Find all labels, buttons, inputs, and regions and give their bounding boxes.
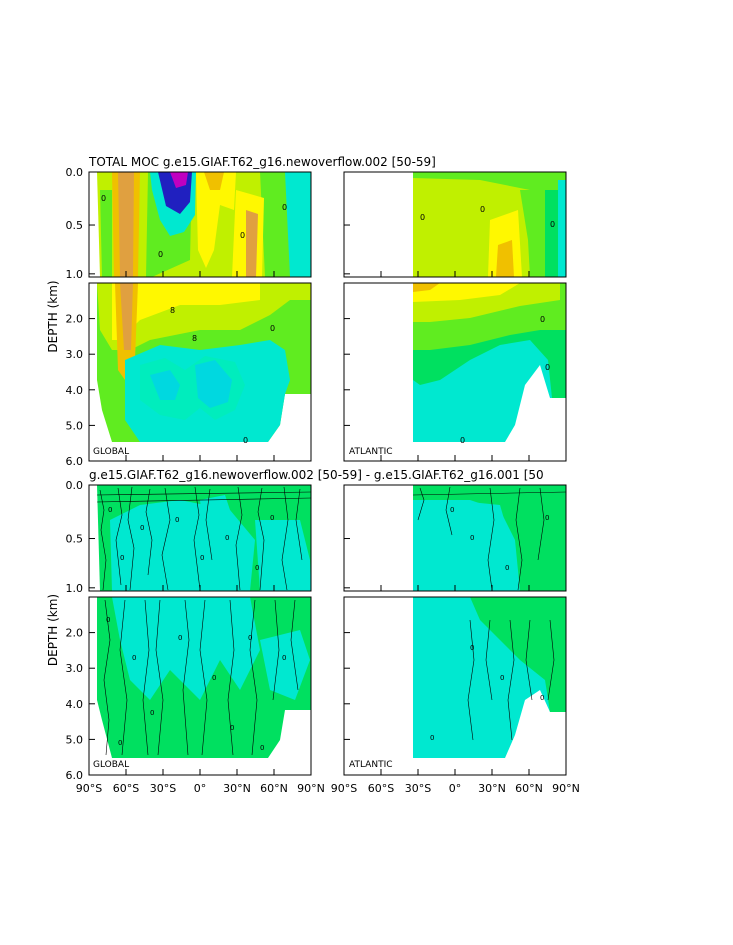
svg-text:0: 0 (545, 514, 549, 522)
axes-group: 0.0 0.5 1.0 2.0 3.0 4.0 5.0 6.0 DEPTH (km) 0.0 0.5… (46, 166, 580, 795)
y-tick-label: 0.0 (66, 479, 84, 492)
y-tick-label: 0.5 (66, 533, 84, 546)
svg-text:0: 0 (430, 734, 434, 742)
x-tick-label: 60°N (260, 782, 288, 795)
x-tick-label: 60°S (368, 782, 394, 795)
panel-global-total-upper: 0 0 0 0 (89, 172, 311, 277)
x-tick-label: 0° (194, 782, 207, 795)
svg-text:0: 0 (505, 564, 509, 572)
y-axis-label: DEPTH (km) (46, 594, 60, 666)
y-tick-label: 6.0 (66, 769, 84, 782)
panel-global-total-lower: 8 8 0 0 (89, 283, 311, 461)
svg-text:0: 0 (106, 616, 110, 624)
svg-text:0: 0 (255, 564, 259, 572)
y-tick-label: 4.0 (66, 698, 84, 711)
svg-text:0: 0 (120, 554, 124, 562)
top-title: TOTAL MOC g.e15.GIAF.T62_g16.newoverflow… (88, 155, 436, 169)
svg-text:0: 0 (282, 203, 287, 212)
svg-text:0: 0 (282, 654, 286, 662)
noise-lines-4 (467, 619, 555, 741)
x-tick-label: 90°S (331, 782, 357, 795)
y-tick-label: 3.0 (66, 662, 84, 675)
x-tick-label: 90°N (297, 782, 325, 795)
diff-zero-labels-2: 0 0 0 0 0 0 0 0 0 0 (106, 616, 286, 752)
svg-text:0: 0 (480, 205, 485, 214)
y-tick-label: 5.0 (66, 733, 84, 746)
svg-text:8: 8 (192, 334, 197, 343)
svg-text:0: 0 (118, 739, 122, 747)
y-axis-label: DEPTH (km) (46, 280, 60, 352)
x-tick-label: 60°N (515, 782, 543, 795)
svg-text:0: 0 (450, 506, 454, 514)
svg-text:0: 0 (470, 644, 474, 652)
panel-atlantic-total-lower: 0 0 0 (344, 283, 566, 461)
svg-text:0: 0 (270, 514, 274, 522)
svg-text:0: 0 (243, 436, 248, 445)
panel-global-diff-lower: 0 0 0 0 0 0 0 0 0 0 (89, 597, 311, 775)
svg-text:0: 0 (212, 674, 216, 682)
svg-text:0: 0 (225, 534, 229, 542)
svg-text:0: 0 (240, 231, 245, 240)
y-tick-label: 4.0 (66, 384, 84, 397)
noise-lines-2 (103, 599, 299, 756)
panel-atlantic-diff-lower: 0 0 0 0 (344, 597, 566, 775)
panel-global-diff-upper: 0 0 0 0 0 0 0 0 (89, 485, 311, 591)
panel-label-atlantic-1: ATLANTIC (349, 447, 393, 457)
panel-label-global-1: GLOBAL (93, 447, 129, 457)
panel-label-atlantic-2: ATLANTIC (349, 760, 393, 770)
svg-text:0: 0 (420, 213, 425, 222)
svg-text:0: 0 (550, 220, 555, 229)
svg-text:0: 0 (175, 516, 179, 524)
svg-text:0: 0 (500, 674, 504, 682)
svg-text:0: 0 (460, 436, 465, 445)
x-tick-label: 30°N (223, 782, 251, 795)
panel-label-global-2: GLOBAL (93, 760, 129, 770)
svg-text:0: 0 (540, 694, 544, 702)
x-tick-label: 90°N (552, 782, 580, 795)
y-tick-label: 5.0 (66, 419, 84, 432)
y-tick-label: 0.0 (66, 166, 84, 179)
noise-lines-1 (96, 486, 311, 591)
svg-text:0: 0 (248, 634, 252, 642)
svg-text:0: 0 (178, 634, 182, 642)
svg-text:8: 8 (170, 306, 175, 315)
svg-text:0: 0 (540, 315, 545, 324)
diff-zero-labels-1: 0 0 0 0 0 0 0 0 (108, 506, 274, 572)
svg-text:0: 0 (470, 534, 474, 542)
noise-lines-3 (412, 486, 566, 591)
panel-atlantic-total-upper: 0 0 0 (344, 172, 566, 277)
svg-text:0: 0 (140, 524, 144, 532)
x-tick-label: 90°S (76, 782, 102, 795)
x-tick-label: 30°S (150, 782, 176, 795)
svg-text:0: 0 (545, 363, 550, 372)
y-tick-label: 1.0 (66, 268, 84, 281)
y-tick-label: 3.0 (66, 348, 84, 361)
x-tick-label: 30°N (478, 782, 506, 795)
svg-text:0: 0 (270, 324, 275, 333)
y-tick-label: 0.5 (66, 219, 84, 232)
svg-text:0: 0 (132, 654, 136, 662)
bottom-title: g.e15.GIAF.T62_g16.newoverflow.002 [50-5… (89, 468, 544, 482)
y-tick-label: 6.0 (66, 455, 84, 468)
panel-atlantic-diff-upper: 0 0 0 0 (344, 485, 566, 591)
y-tick-label: 1.0 (66, 582, 84, 595)
svg-text:0: 0 (150, 709, 154, 717)
y-tick-label: 2.0 (66, 627, 84, 640)
x-tick-label: 60°S (113, 782, 139, 795)
svg-text:0: 0 (101, 194, 106, 203)
x-tick-label: 0° (449, 782, 462, 795)
x-tick-label: 30°S (405, 782, 431, 795)
svg-text:0: 0 (230, 724, 234, 732)
svg-text:0: 0 (158, 250, 163, 259)
svg-text:0: 0 (200, 554, 204, 562)
svg-text:0: 0 (260, 744, 264, 752)
svg-text:0: 0 (108, 506, 112, 514)
y-tick-label: 2.0 (66, 313, 84, 326)
